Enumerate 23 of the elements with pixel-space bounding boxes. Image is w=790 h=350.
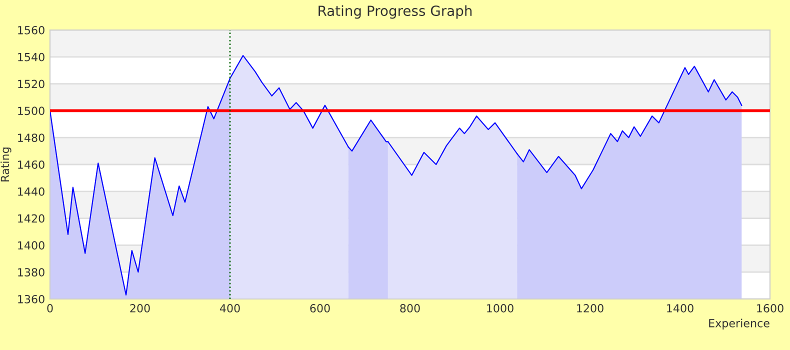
y-tick-label: 1420 bbox=[18, 214, 44, 223]
y-tick-label: 1400 bbox=[18, 241, 44, 250]
x-tick-label: 600 bbox=[310, 304, 330, 312]
y-tick-label: 1460 bbox=[18, 160, 44, 169]
y-tick-label: 1360 bbox=[18, 294, 44, 304]
x-axis-title: Experience bbox=[709, 318, 770, 330]
chart-title: Rating Progress Graph bbox=[318, 5, 472, 19]
x-tick-label: 200 bbox=[130, 304, 150, 312]
y-axis-title: Rating bbox=[0, 148, 12, 182]
y-tick-label: 1540 bbox=[18, 52, 44, 62]
x-tick-label: 1200 bbox=[577, 304, 604, 312]
x-tick-label: 400 bbox=[220, 304, 240, 312]
y-tick-label: 1480 bbox=[18, 134, 44, 142]
y-tick-label: 1380 bbox=[18, 268, 44, 276]
x-tick-label: 800 bbox=[400, 304, 420, 312]
x-tick-label: 1400 bbox=[667, 304, 694, 312]
x-tick-label: 1000 bbox=[487, 304, 514, 312]
y-tick-label: 1440 bbox=[18, 187, 44, 196]
x-tick-label: 0 bbox=[47, 304, 53, 312]
y-tick-label: 1560 bbox=[18, 26, 44, 34]
y-tick-label: 1500 bbox=[18, 106, 44, 116]
x-tick-label: 1600 bbox=[757, 304, 784, 312]
y-tick-label: 1520 bbox=[18, 80, 44, 88]
